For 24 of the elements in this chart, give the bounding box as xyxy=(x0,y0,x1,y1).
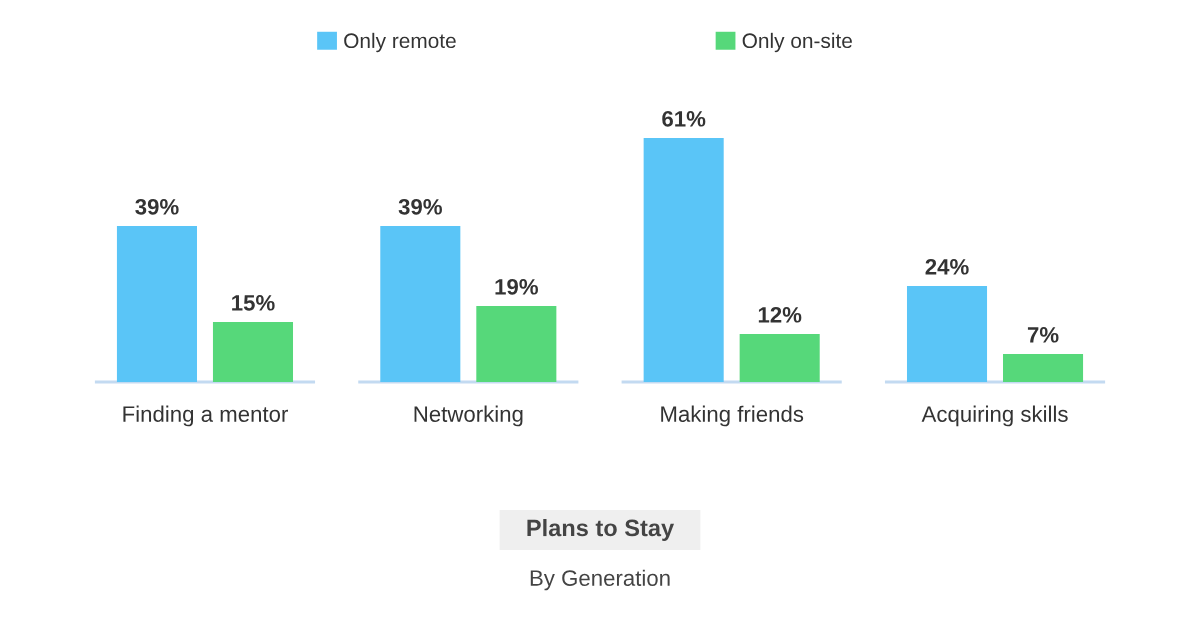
bar xyxy=(116,226,197,382)
x-tick-label: Making friends xyxy=(661,405,804,427)
bar xyxy=(380,226,461,382)
legend-label: Only on-site xyxy=(742,32,852,53)
bar xyxy=(1003,354,1084,382)
x-tick-label: Finding a mentor xyxy=(123,405,288,427)
text: By Generation xyxy=(530,569,670,591)
x-tick-label: Networking xyxy=(414,405,523,427)
data-label: 24% xyxy=(925,258,969,275)
data-label: 61% xyxy=(662,110,706,127)
bar xyxy=(739,334,820,382)
data-label: 7% xyxy=(1027,326,1059,343)
x-tick-label: Acquiring skills xyxy=(921,405,1068,427)
bar xyxy=(906,286,988,382)
bar xyxy=(212,322,294,382)
data-label: 12% xyxy=(758,306,802,323)
data-label: 39% xyxy=(398,198,442,215)
legend-label: Only remote xyxy=(344,32,456,53)
data-label: 15% xyxy=(232,294,275,311)
text: Plans to Stay xyxy=(527,518,675,542)
data-label: 39% xyxy=(135,198,179,215)
bar xyxy=(476,306,557,382)
data-label: 19% xyxy=(495,278,538,295)
bar xyxy=(643,138,724,382)
